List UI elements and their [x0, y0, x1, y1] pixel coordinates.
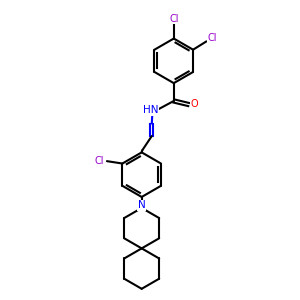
Text: N: N: [138, 200, 146, 210]
Text: Cl: Cl: [208, 33, 217, 43]
Text: Cl: Cl: [169, 14, 178, 24]
Text: Cl: Cl: [95, 156, 104, 166]
Text: HN: HN: [142, 106, 158, 116]
Text: O: O: [191, 99, 198, 109]
